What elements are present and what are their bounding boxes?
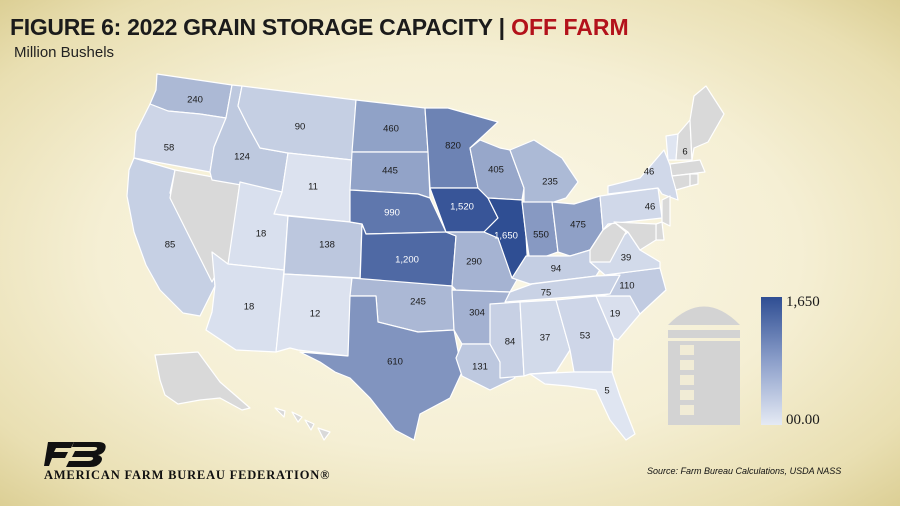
state-value-nc: 110 bbox=[619, 281, 634, 292]
state-fl bbox=[529, 371, 636, 441]
state-value-mo: 290 bbox=[466, 257, 482, 268]
state-value-nm: 12 bbox=[310, 309, 321, 320]
state-value-oh: 475 bbox=[570, 220, 586, 231]
state-nc bbox=[595, 267, 667, 315]
state-value-ar: 304 bbox=[469, 308, 485, 319]
state-de bbox=[655, 221, 665, 241]
figure-title: FIGURE 6: 2022 GRAIN STORAGE CAPACITY | OF… bbox=[10, 14, 629, 41]
states-layer bbox=[126, 73, 725, 441]
source-note: Source: Farm Bureau Calculations, USDA N… bbox=[647, 466, 842, 476]
state-value-co: 138 bbox=[319, 240, 335, 251]
state-value-mn: 820 bbox=[445, 141, 461, 152]
state-value-ny: 46 bbox=[644, 167, 655, 178]
state-value-az: 18 bbox=[244, 302, 255, 313]
state-value-ga: 53 bbox=[580, 331, 591, 342]
state-value-sc: 19 bbox=[610, 309, 621, 320]
state-value-id: 124 bbox=[234, 152, 250, 163]
title-accent: OFF FARM bbox=[511, 14, 629, 40]
state-value-il: 1,650 bbox=[494, 231, 518, 242]
state-ca bbox=[126, 157, 216, 317]
state-ak bbox=[154, 351, 251, 411]
state-ct bbox=[671, 173, 691, 191]
state-value-ky: 94 bbox=[551, 264, 562, 275]
state-value-pa: 46 bbox=[645, 202, 656, 213]
state-me bbox=[689, 85, 725, 161]
state-ri bbox=[689, 173, 699, 187]
state-value-ms: 84 bbox=[505, 337, 516, 348]
state-value-in: 550 bbox=[533, 230, 549, 241]
state-value-nd: 460 bbox=[383, 124, 399, 135]
state-value-vt: 6 bbox=[682, 147, 687, 158]
title-main: FIGURE 6: 2022 GRAIN STORAGE CAPACITY bbox=[10, 14, 493, 40]
state-nj bbox=[661, 195, 671, 227]
state-value-ne: 990 bbox=[384, 208, 400, 219]
state-value-ca: 85 bbox=[165, 240, 176, 251]
legend-min-label: 00.00 bbox=[786, 412, 820, 428]
state-value-ks: 1,200 bbox=[395, 255, 419, 266]
state-value-wy: 11 bbox=[308, 182, 318, 193]
state-value-or: 58 bbox=[164, 143, 175, 154]
state-hi bbox=[274, 407, 331, 441]
labels-layer: 240 58 85 124 90 11 18 18 138 12 460 445 990 1,200 245… bbox=[164, 95, 688, 397]
state-ma bbox=[669, 159, 706, 177]
state-value-wa: 240 bbox=[187, 95, 203, 106]
state-mi bbox=[509, 139, 579, 205]
state-value-va: 39 bbox=[621, 253, 632, 264]
state-value-mi: 235 bbox=[542, 177, 558, 188]
farm-bureau-logo bbox=[44, 442, 106, 467]
state-value-tn: 75 bbox=[541, 288, 552, 299]
title-separator: | bbox=[498, 14, 506, 40]
subtitle: Million Bushels bbox=[14, 44, 115, 61]
legend-max-label: 1,650 bbox=[786, 294, 820, 310]
state-value-sd: 445 bbox=[382, 166, 398, 177]
state-tx bbox=[299, 295, 463, 441]
state-value-ok: 245 bbox=[410, 297, 426, 308]
state-value-mt: 90 bbox=[295, 122, 306, 133]
legend-color-scale bbox=[761, 297, 782, 425]
organization-name: AMERICAN FARM BUREAU FEDERATION® bbox=[44, 468, 331, 482]
state-value-ia: 1,520 bbox=[450, 202, 474, 213]
state-ny bbox=[607, 149, 679, 201]
state-value-la: 131 bbox=[472, 362, 488, 373]
state-value-tx: 610 bbox=[387, 357, 403, 368]
grain-bin-icon bbox=[668, 306, 740, 425]
state-md bbox=[613, 221, 657, 251]
state-value-wi: 405 bbox=[488, 165, 504, 176]
state-value-al: 37 bbox=[540, 333, 551, 344]
state-value-ut: 18 bbox=[256, 229, 267, 240]
state-value-fl: 5 bbox=[604, 386, 609, 397]
